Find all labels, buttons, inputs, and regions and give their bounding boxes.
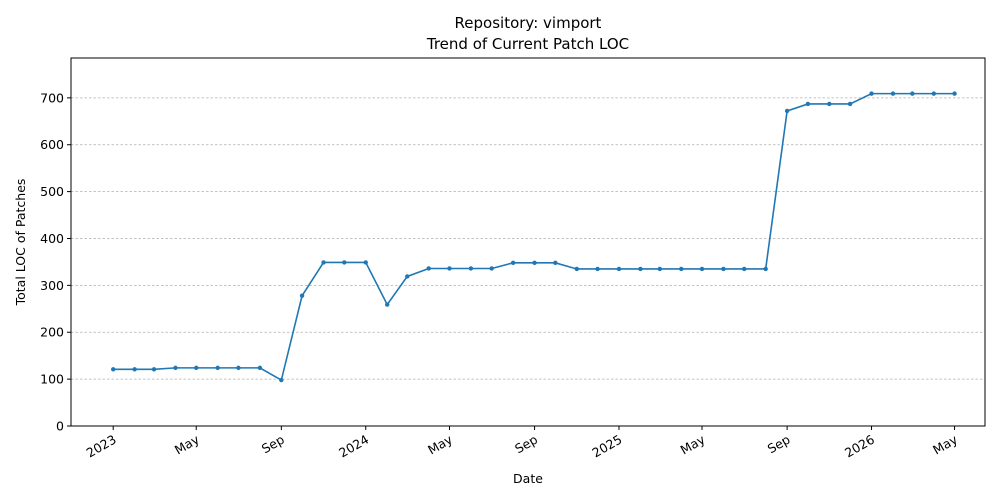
data-point xyxy=(342,260,347,265)
data-point xyxy=(426,266,431,271)
data-point xyxy=(405,274,410,279)
data-point xyxy=(869,91,874,96)
data-point xyxy=(321,260,326,265)
x-tick-label: 2024 xyxy=(336,432,371,461)
data-point xyxy=(931,91,936,96)
data-point xyxy=(910,91,915,96)
x-tick-label: May xyxy=(930,431,960,457)
x-axis: 2023 May Sep 2024 May Sep 2025 May Sep 2026 May xyxy=(84,426,961,461)
data-point xyxy=(847,101,853,107)
series-layer xyxy=(111,91,957,383)
data-point xyxy=(763,266,768,272)
y-tick-label: 700 xyxy=(40,90,64,105)
x-tick-label: Sep xyxy=(765,432,793,457)
data-point xyxy=(257,365,263,371)
data-point xyxy=(363,260,368,265)
y-axis-label: Total LOC of Patches xyxy=(13,179,28,307)
data-point xyxy=(721,266,726,272)
data-point xyxy=(805,101,811,107)
x-tick-label: Sep xyxy=(259,432,287,457)
data-point xyxy=(236,365,241,371)
data-point xyxy=(111,367,116,372)
data-point xyxy=(553,260,558,266)
data-point xyxy=(890,91,896,96)
data-point xyxy=(299,293,305,298)
y-tick-label: 400 xyxy=(40,231,64,246)
y-tick-label: 0 xyxy=(56,419,64,434)
x-tick-label: May xyxy=(172,431,202,457)
y-tick-label: 200 xyxy=(40,325,64,340)
data-point xyxy=(447,266,452,271)
y-axis: 0 100 200 300 400 500 600 700 xyxy=(40,90,71,434)
data-point xyxy=(468,266,474,271)
x-tick-label: Sep xyxy=(512,432,540,457)
y-tick-label: 500 xyxy=(40,184,64,199)
data-point xyxy=(489,266,494,271)
data-point xyxy=(638,266,643,272)
y-tick-label: 300 xyxy=(40,278,64,293)
data-point xyxy=(827,101,832,107)
x-tick-label: 2023 xyxy=(84,432,119,461)
x-axis-label: Date xyxy=(513,471,543,486)
data-point xyxy=(952,91,957,96)
data-point xyxy=(595,266,600,272)
data-point xyxy=(151,367,157,372)
grid-layer xyxy=(71,97,985,380)
chart-title: Repository: vimport xyxy=(455,14,602,32)
data-point xyxy=(784,108,790,114)
x-tick-label: May xyxy=(425,431,455,457)
data-point xyxy=(132,367,137,372)
series-line xyxy=(113,92,955,382)
data-point xyxy=(194,365,199,371)
data-point xyxy=(657,266,663,272)
x-tick-label: 2026 xyxy=(842,432,877,461)
chart-subtitle: Trend of Current Patch LOC xyxy=(426,35,629,53)
data-point xyxy=(574,266,579,272)
data-point xyxy=(616,266,622,272)
y-tick-label: 100 xyxy=(40,372,64,387)
data-point xyxy=(699,266,705,272)
data-point xyxy=(510,260,516,266)
y-tick-label: 600 xyxy=(40,137,64,152)
data-point xyxy=(384,302,390,307)
x-tick-label: 2025 xyxy=(589,432,624,461)
data-point xyxy=(532,260,537,266)
data-point xyxy=(279,377,284,383)
data-point xyxy=(215,365,220,371)
data-point xyxy=(742,266,747,272)
plot-frame xyxy=(70,57,986,427)
data-point xyxy=(173,365,178,371)
data-point xyxy=(679,266,684,272)
x-tick-label: May xyxy=(678,431,708,457)
